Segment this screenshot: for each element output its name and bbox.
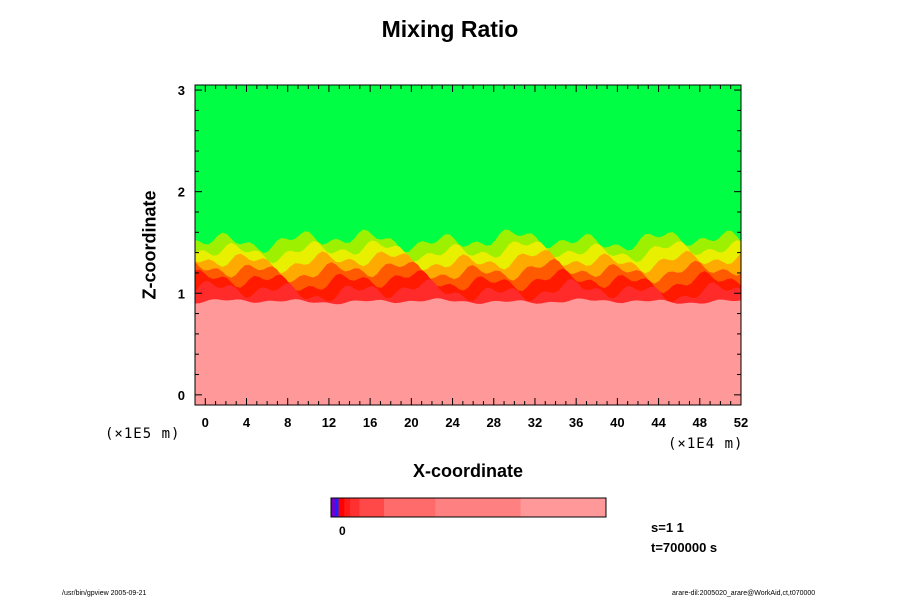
colorbar [330,497,607,518]
y-tick-label: 3 [178,83,185,98]
footer-right: arare-dil:2005020_arare@WorkAid,ct,t0700… [672,590,816,597]
x-tick-label: 52 [734,415,748,430]
colorbar-segment [349,498,360,517]
x-tick-label: 8 [284,415,291,430]
y-tick-label: 2 [178,185,185,200]
colorbar-frame [330,497,607,518]
y-axis-unit: (×1E5 m) [105,426,181,442]
chart-title: Mixing Ratio [381,16,519,42]
x-tick-label: 20 [404,415,418,430]
colorbar-segment [520,498,607,517]
footer-left: /usr/bin/gpview 2005-09-21 [62,590,147,597]
x-tick-label: 32 [528,415,542,430]
x-axis-label: X-coordinate [412,461,523,481]
colorbar-segment [359,498,385,517]
s-annotation: s=1 1 [651,520,684,535]
colorbar-segment [344,498,351,517]
x-axis-unit: (×1E4 m) [668,436,744,452]
x-tick-label: 16 [363,415,377,430]
time-annotation: t=700000 s [651,540,718,555]
band-0 [195,298,741,405]
x-tick-label: 12 [322,415,336,430]
x-tick-label: 48 [693,415,707,430]
y-tick-label: 1 [178,286,185,301]
colorbar-label: 0 [339,524,346,538]
axis-ticks [194,85,742,405]
mixing-ratio-field [195,85,741,405]
x-tick-label: 0 [202,415,209,430]
plot-frame [194,84,742,406]
colorbar-segment [334,498,339,517]
colorbar-segment [331,498,336,517]
x-tick-label: 28 [487,415,501,430]
colorbar-segment [435,498,521,517]
x-tick-label: 36 [569,415,583,430]
colorbar-segment [338,498,345,517]
colorbar-segment [384,498,436,517]
y-axis-label: Z-coordinate [139,190,160,300]
y-tick-label: 0 [178,388,185,403]
x-tick-label: 40 [610,415,624,430]
x-tick-label: 24 [445,415,460,430]
x-tick-label: 44 [651,415,666,430]
x-tick-label: 4 [243,415,251,430]
